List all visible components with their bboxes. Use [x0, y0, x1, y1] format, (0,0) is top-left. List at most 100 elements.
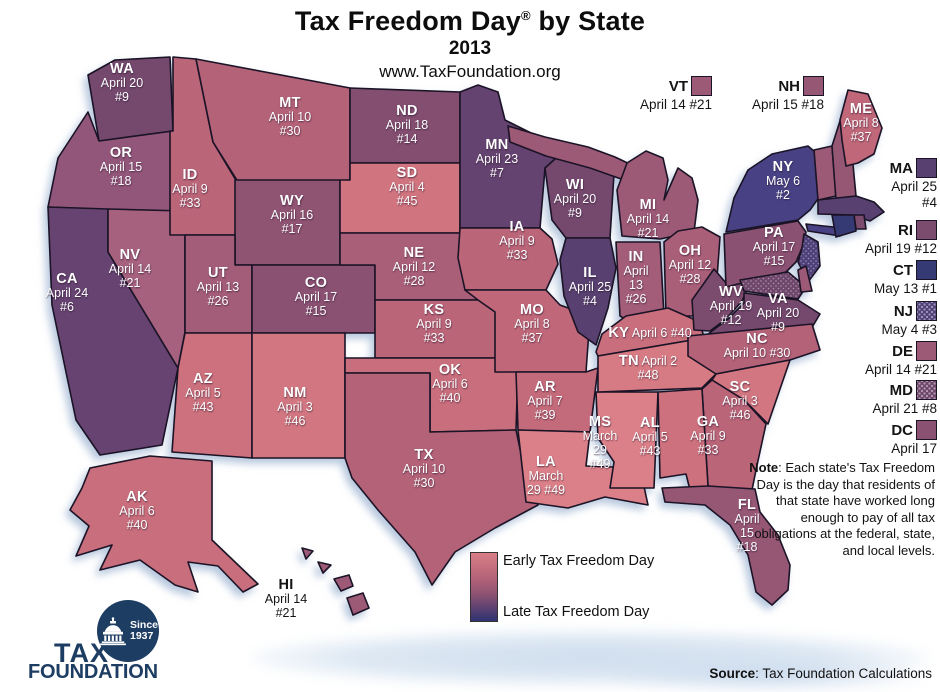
source-body: : Tax Foundation Calculations — [755, 666, 932, 681]
callout-de-date: April 14 #21 — [864, 362, 937, 377]
state-label-id: ID April 9 #33 — [172, 167, 208, 210]
swatch-md — [916, 380, 937, 400]
header: Tax Freedom Day® by State 2013 www.TaxFo… — [0, 6, 940, 82]
state-label-or: OR April 15 #18 — [99, 145, 143, 188]
state-shape-de — [797, 265, 813, 293]
callout-ct: CT May 13 #1 — [874, 260, 937, 296]
callout-ma-date: #4 — [921, 195, 937, 210]
title-registered-mark: ® — [520, 8, 531, 23]
callout-de-abbr: DE — [865, 341, 937, 361]
source-text: Source: Tax Foundation Calculations — [709, 666, 932, 681]
state-label-tx: TX April 10 #30 — [402, 447, 446, 490]
swatch-dc — [916, 420, 937, 440]
title-suffix: by State — [530, 6, 646, 36]
state-label-la: LA March 29 #49 — [526, 454, 566, 497]
legend-gradient-bar — [470, 552, 498, 622]
state-label-ca: CA April 24 #6 — [45, 271, 89, 314]
page-title: Tax Freedom Day® by State — [0, 6, 940, 37]
swatch-ri — [916, 220, 937, 240]
callout-vt-date: April 14 #21 — [639, 97, 712, 112]
swatch-ma — [916, 158, 937, 178]
callout-ma: MA April 25 #4 — [890, 158, 937, 210]
logo-capitol-badge: Since 1937 — [97, 600, 159, 662]
callout-vt-abbr: VT — [640, 76, 712, 96]
state-shape-tn — [597, 337, 717, 393]
state-label-nm: NM April 3 #46 — [277, 385, 313, 428]
legend-early-label: Early Tax Freedom Day — [503, 553, 655, 569]
callout-nh-date: April 15 #18 — [751, 97, 824, 112]
state-shape-md — [739, 271, 807, 300]
logo-since-year: 1937 — [129, 630, 154, 642]
state-label-nd: ND April 18 #14 — [385, 103, 429, 146]
state-label-az: AZ April 5 #43 — [185, 371, 221, 414]
state-shape-il — [559, 237, 617, 346]
callout-ma-date: April 25 — [891, 179, 937, 194]
state-label-in: IN April 13 #26 — [623, 249, 649, 306]
state-label-fl: FL April 15 #18 — [734, 497, 760, 554]
note-label: Note — [749, 460, 779, 475]
state-shape-ak — [69, 455, 259, 593]
state-label-wv: WV April 19 #12 — [709, 284, 753, 327]
atlantic-water-accent — [610, 658, 930, 692]
logo-since-word: Since — [129, 619, 158, 631]
callout-ri-abbr: RI — [865, 220, 937, 240]
swatch-nh — [803, 76, 824, 96]
state-label-oh: OH April 12 #28 — [668, 243, 712, 286]
tax-foundation-logo: TAX Since 1937 FO — [26, 598, 246, 688]
state-shape-ct — [831, 214, 857, 238]
swatch-nj — [916, 301, 937, 321]
note-text: Note: Each state's Tax Freedom Day is th… — [739, 460, 935, 559]
state-label-wi: WI April 20 #9 — [553, 177, 597, 220]
state-label-wa: WA April 20 #9 — [100, 61, 144, 104]
state-label-ga: GA April 9 #33 — [690, 414, 726, 457]
state-shape-ar — [515, 367, 599, 433]
source-label: Source — [709, 666, 756, 681]
callout-nh-abbr: NH — [752, 76, 824, 96]
state-label-tn: TN April 2 #48 — [618, 353, 678, 382]
note-body: : Each state's Tax Freedom Day is the da… — [754, 460, 935, 558]
state-label-wy: WY April 16 #17 — [270, 193, 314, 236]
state-label-nc: NC April 10 #30 — [723, 331, 791, 360]
state-label-mt: MT April 10 #30 — [268, 95, 312, 138]
state-label-ks: KS April 9 #33 — [416, 302, 452, 345]
state-shape-hi-4 — [346, 592, 370, 616]
state-shape-pa — [723, 220, 807, 288]
logo-foundation-text: FOUNDATION — [28, 661, 158, 683]
state-shape-hi-2 — [317, 561, 332, 574]
state-label-ar: AR April 7 #39 — [527, 379, 563, 422]
state-label-ia: IA April 9 #33 — [499, 219, 535, 262]
state-label-ok: OK April 6 #40 — [432, 362, 468, 405]
state-shape-tx — [344, 372, 539, 586]
state-label-ak: AK April 6 #40 — [119, 489, 155, 532]
state-shape-me — [839, 89, 883, 167]
state-label-ne: NE April 12 #28 — [392, 245, 436, 288]
logo-since-text: Since 1937 — [130, 620, 158, 642]
callout-ri-date: April 19 #12 — [864, 241, 937, 256]
state-label-va: VA April 20 #9 — [756, 291, 800, 334]
state-shape-wa — [87, 56, 174, 142]
callout-de: DE April 14 #21 — [865, 341, 937, 377]
callout-dc-abbr: DC — [891, 420, 937, 440]
callout-ri: RI April 19 #12 — [865, 220, 937, 256]
callout-vt: VT April 14 #21 — [640, 76, 712, 112]
callout-nh: NH April 15 #18 — [752, 76, 824, 112]
state-label-pa: PA April 17 #15 — [752, 225, 796, 268]
state-shape-ia — [457, 227, 559, 291]
callout-md-abbr: MD — [872, 380, 937, 400]
callout-nj-abbr: NJ — [881, 301, 937, 321]
state-label-mn: MN April 23 #7 — [475, 137, 519, 180]
swatch-ct — [916, 260, 937, 280]
state-label-sd: SD April 4 #45 — [389, 165, 425, 208]
state-label-me: ME April 8 #37 — [843, 101, 879, 144]
state-shape-az — [171, 332, 253, 459]
capitol-dome-icon — [100, 617, 126, 646]
callout-nj-date: May 4 #3 — [881, 322, 937, 337]
legend-late-label: Late Tax Freedom Day — [503, 604, 650, 620]
state-label-co: CO April 17 #15 — [294, 275, 338, 318]
state-shape-fl — [661, 485, 791, 606]
state-label-ky: KY April 6 #40 — [608, 325, 692, 341]
state-label-il: IL April 25 #4 — [568, 265, 612, 308]
callout-nj: NJ May 4 #3 — [881, 301, 937, 337]
